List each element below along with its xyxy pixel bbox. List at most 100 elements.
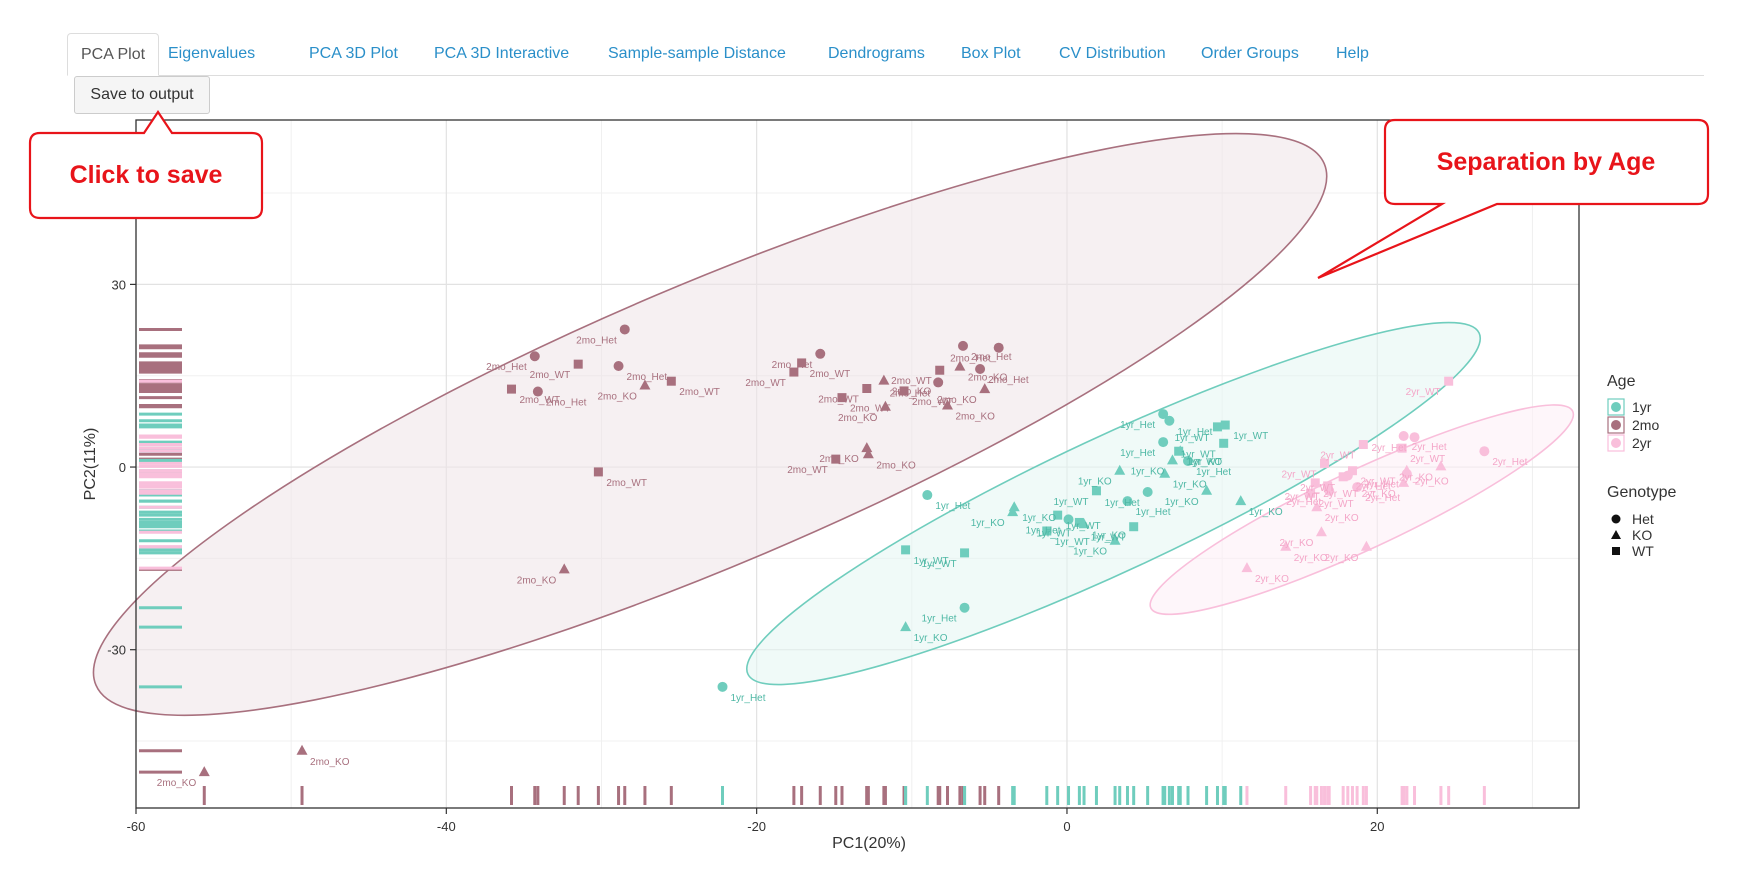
point-label: 2yr_KO [1415,477,1449,488]
point-label: 2mo_WT [679,387,720,398]
point-label: 2yr_KO [1294,553,1328,564]
point-ko [1166,454,1178,465]
point-label: 1yr_WT [1036,528,1071,539]
legend-het-icon [1611,514,1621,524]
point-label: 1yr_Het [1120,420,1155,431]
point-wt [1212,422,1222,432]
point-label: 1yr_WT [1174,433,1209,444]
point-label: 2yr_Het [1492,457,1527,468]
legend-genotype-title: Genotype [1607,484,1676,501]
point-het [1182,455,1193,466]
point-wt [666,376,676,386]
tab-box-plot[interactable]: Box Plot [961,45,1021,62]
legend-age-dot-2mo [1611,420,1621,430]
point-het [619,324,630,335]
point-wt [573,359,583,369]
point-label: 2yr_WT [1300,483,1335,494]
point-label: 2mo_KO [310,757,350,768]
point-ko [1241,562,1253,573]
point-ko [862,448,874,459]
point-label: 1yr_Het [1105,498,1140,509]
point-label: 2mo_Het [950,354,991,365]
point-label: 2mo_Het [546,398,587,409]
point-ko [900,621,912,632]
point-label: 2yr_WT [1282,469,1317,480]
point-label: 2mo_KO [819,454,859,465]
point-label: 1yr_Het [1120,448,1155,459]
point-ko [879,400,891,411]
tab-pca-3d-plot[interactable]: PCA 3D Plot [309,45,398,62]
tab-eigenvalues[interactable]: Eigenvalues [168,45,256,62]
point-label: 1yr_WT [1187,457,1222,468]
point-wt [1220,420,1230,430]
point-wt [1091,486,1101,496]
point-label: 1yr_WT [1091,533,1126,544]
point-label: 1yr_KO [1249,507,1283,518]
point-label: 2yr_WT [1406,387,1441,398]
point-label: 1yr_Het [1196,467,1231,478]
point-wt [1219,438,1229,448]
point-label: 2mo_KO [597,391,637,402]
point-label: 2mo_KO [838,413,878,424]
point-het [1158,409,1169,420]
point-label: 2mo_KO [157,778,197,789]
point-label: 2mo_WT [810,369,851,380]
y-tick-label: 30 [112,277,126,292]
point-ko [941,399,953,410]
point-wt [1397,443,1407,453]
save-to-output-button[interactable]: Save to output [74,76,210,114]
point-label: 2yr_Het [1365,493,1400,504]
legend-age-dot-2yr [1611,438,1621,448]
point-label: 2yr_KO [1280,538,1314,549]
point-label: 2yr_WT [1360,477,1395,488]
point-label: 1yr_KO [1165,497,1199,508]
point-label: 1yr_Het [1026,525,1061,536]
tab-pca-3d-interactive[interactable]: PCA 3D Interactive [434,45,570,62]
point-label: 2mo_KO [517,575,557,586]
point-label: 2yr_Het [1356,482,1391,493]
point-label: 2mo_KO [892,387,932,398]
point-label: 1yr_KO [1188,457,1222,468]
point-het [529,351,540,362]
tab-order-groups[interactable]: Order Groups [1201,45,1299,62]
point-het [1479,446,1490,457]
point-ko [1360,540,1372,551]
y-axis-label: PC2(11%) [82,428,99,501]
point-label: 2mo_Het [627,372,668,383]
point-label: 2mo_WT [818,395,859,406]
point-ko [198,766,210,777]
point-wt [1347,466,1357,476]
point-label: 2mo_WT [912,397,953,408]
tab-bar: PCA Plot Eigenvalues PCA 3D Plot PCA 3D … [67,33,1704,76]
point-het [1409,432,1420,443]
tab-cv-distribution[interactable]: CV Distribution [1059,45,1166,62]
legend-age-entries: 1yr 2mo 2yr [1607,398,1659,452]
point-label: 1yr_WT [914,556,949,567]
tab-sample-sample-distance[interactable]: Sample-sample Distance [608,45,786,62]
point-ko [1280,540,1292,551]
point-label: 2yr_Het [1372,443,1407,454]
point-ko [861,442,873,453]
point-label: 2yr_WT [1319,499,1354,510]
x-tick-label: -40 [437,819,456,834]
point-wt [1053,510,1063,520]
tab-dendrograms[interactable]: Dendrograms [828,45,925,62]
point-ko [878,374,890,385]
point-label: 2yr_KO [1325,553,1359,564]
point-label: 2mo_WT [530,370,571,381]
point-wt [831,454,841,464]
point-label: 2mo_WT [850,404,891,415]
point-label: 2yr_Het [1412,442,1447,453]
point-ko [1235,495,1247,506]
point-het [1063,514,1074,525]
point-wt [960,548,970,558]
point-label: 2mo_Het [971,352,1012,363]
point-ko [1401,464,1413,475]
point-het [532,386,543,397]
tab-help[interactable]: Help [1336,45,1369,62]
tab-pca-plot[interactable]: PCA Plot [67,33,160,76]
x-tick-label: 0 [1063,819,1070,834]
point-het [815,348,826,359]
point-label: 2yr_WT [1323,489,1358,500]
